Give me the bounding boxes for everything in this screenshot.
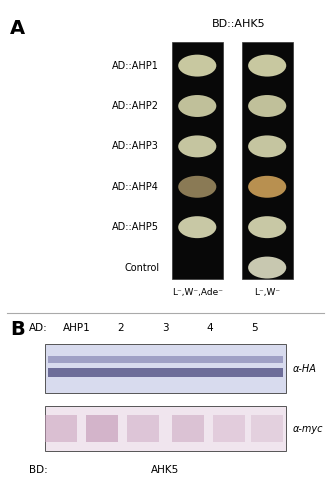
Text: L⁻,W⁻,Ade⁻: L⁻,W⁻,Ade⁻ [172, 288, 223, 297]
Text: AD::AHP1: AD::AHP1 [112, 60, 159, 70]
Ellipse shape [178, 216, 216, 238]
Text: AD::AHP3: AD::AHP3 [112, 142, 159, 152]
Text: AD::AHP2: AD::AHP2 [112, 101, 159, 111]
Text: AHP1: AHP1 [63, 323, 90, 333]
FancyBboxPatch shape [45, 344, 286, 394]
Ellipse shape [178, 54, 216, 76]
FancyBboxPatch shape [251, 416, 283, 442]
Text: α-myc: α-myc [293, 424, 323, 434]
Text: 4: 4 [207, 323, 213, 333]
FancyBboxPatch shape [45, 406, 286, 452]
FancyBboxPatch shape [213, 416, 245, 442]
FancyBboxPatch shape [86, 416, 118, 442]
Ellipse shape [248, 95, 286, 117]
Text: α-HA: α-HA [293, 364, 316, 374]
Text: 2: 2 [118, 323, 124, 333]
Text: 5: 5 [251, 323, 258, 333]
Ellipse shape [248, 256, 286, 278]
Text: BD:: BD: [29, 466, 48, 475]
FancyBboxPatch shape [48, 368, 283, 377]
Ellipse shape [178, 95, 216, 117]
FancyBboxPatch shape [242, 42, 293, 280]
FancyBboxPatch shape [48, 356, 283, 362]
Ellipse shape [248, 54, 286, 76]
Ellipse shape [248, 136, 286, 158]
Text: AHK5: AHK5 [151, 466, 180, 475]
FancyBboxPatch shape [172, 416, 204, 442]
FancyBboxPatch shape [172, 42, 223, 280]
Ellipse shape [178, 136, 216, 158]
Text: Control: Control [124, 262, 159, 272]
Ellipse shape [248, 216, 286, 238]
Text: AD::AHP5: AD::AHP5 [112, 222, 159, 232]
Text: B: B [10, 320, 24, 338]
Text: BD::AHK5: BD::AHK5 [212, 19, 265, 29]
Ellipse shape [178, 176, 216, 198]
Text: AD:: AD: [29, 323, 48, 333]
Text: AD::AHP4: AD::AHP4 [112, 182, 159, 192]
Text: L⁻,W⁻: L⁻,W⁻ [254, 288, 280, 297]
FancyBboxPatch shape [127, 416, 159, 442]
Text: A: A [10, 19, 25, 38]
Text: 3: 3 [162, 323, 169, 333]
FancyBboxPatch shape [45, 416, 76, 442]
Ellipse shape [248, 176, 286, 198]
